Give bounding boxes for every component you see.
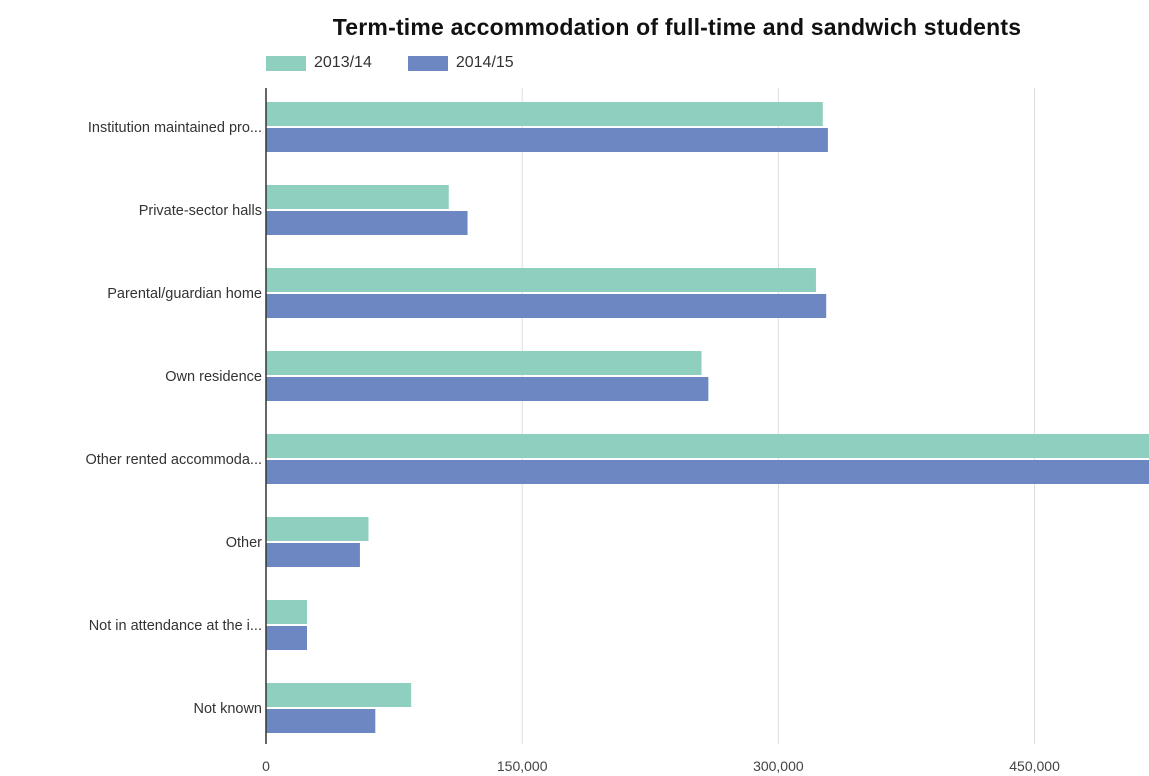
x-tick-label: 150,000 <box>497 758 548 774</box>
bar[interactable] <box>266 683 412 707</box>
bar[interactable] <box>266 268 816 292</box>
bar[interactable] <box>266 102 823 126</box>
chart-title: Term-time accommodation of full-time and… <box>332 14 1022 40</box>
category-label: Not known <box>193 701 262 717</box>
legend-item-series-2[interactable]: 2014/15 <box>407 54 514 72</box>
x-tick-label: 450,000 <box>1009 758 1060 774</box>
bar[interactable] <box>266 517 369 541</box>
category-label: Not in attendance at the i... <box>89 618 262 634</box>
bar[interactable] <box>266 294 827 318</box>
category-label: Other <box>226 535 262 551</box>
bar[interactable] <box>266 460 1149 484</box>
category-label: Institution maintained pro... <box>88 120 262 136</box>
legend-item-series-1[interactable]: 2013/14 <box>266 54 372 72</box>
category-label: Other rented accommoda... <box>86 452 263 468</box>
bar[interactable] <box>266 434 1149 458</box>
bar[interactable] <box>266 351 702 375</box>
bar[interactable] <box>266 128 828 152</box>
legend-swatch-series-2 <box>407 55 448 71</box>
legend-swatch-series-1 <box>266 55 306 71</box>
category-label: Private-sector halls <box>139 203 262 219</box>
bar[interactable] <box>266 626 307 650</box>
legend-label-series-2: 2014/15 <box>455 54 514 71</box>
category-label: Parental/guardian home <box>107 286 262 302</box>
x-tick-label: 0 <box>262 758 270 774</box>
x-tick-label: 300,000 <box>753 758 804 774</box>
legend: 2013/14 2014/15 <box>266 54 514 72</box>
bar[interactable] <box>266 543 360 567</box>
bar[interactable] <box>266 377 709 401</box>
legend-label-series-1: 2013/14 <box>314 54 372 71</box>
bar[interactable] <box>266 211 468 235</box>
bar[interactable] <box>266 709 376 733</box>
bar[interactable] <box>266 185 449 209</box>
category-label: Own residence <box>165 369 262 385</box>
bar[interactable] <box>266 600 307 624</box>
